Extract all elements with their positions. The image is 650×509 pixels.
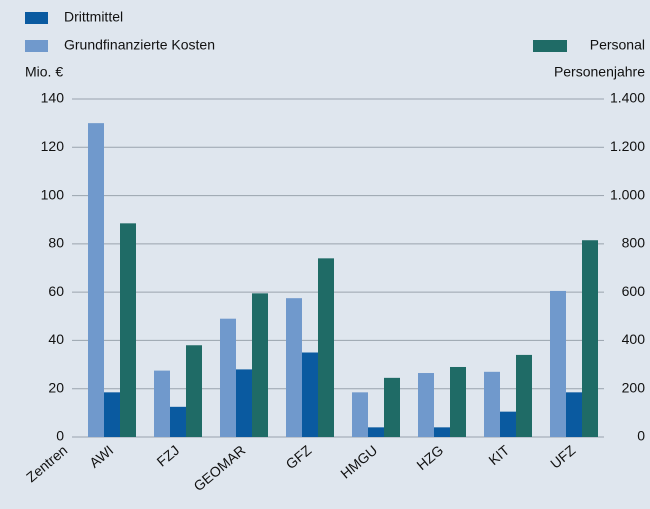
bar [186, 345, 202, 437]
bar [120, 223, 136, 437]
y2-tick-label: 600 [622, 283, 646, 299]
y2-tick-label: 1.400 [610, 90, 645, 106]
x-tick-label: UFZ [547, 442, 578, 472]
bar [302, 352, 318, 437]
bar [154, 370, 170, 437]
bar [418, 373, 434, 437]
bar [318, 258, 334, 437]
y-tick-label: 80 [48, 235, 64, 251]
legend-marker [533, 40, 567, 52]
bar [352, 392, 368, 437]
y-tick-label: 100 [41, 186, 65, 202]
legend-label: Personal [590, 37, 645, 53]
bar [384, 377, 400, 437]
y2-tick-label: 1.200 [610, 138, 645, 154]
x-tick-label: HMGU [337, 442, 380, 482]
y2-tick-label: 400 [622, 331, 646, 347]
bar [500, 411, 516, 437]
bar [88, 123, 104, 438]
x-tick-label: AWI [86, 442, 116, 471]
bar [368, 427, 384, 437]
bar [566, 392, 582, 437]
bar [550, 290, 566, 437]
bar [516, 354, 532, 437]
bar [252, 293, 268, 437]
bar [484, 371, 500, 437]
x-tick-label: GEOMAR [190, 442, 248, 494]
bar [286, 298, 302, 437]
bar [236, 369, 252, 437]
y-tick-label: 20 [48, 379, 64, 395]
bar [582, 240, 598, 437]
bar [104, 392, 120, 437]
bar [170, 406, 186, 437]
x-tick-label: FZJ [154, 442, 183, 470]
y-tick-label: 60 [48, 283, 64, 299]
x-tick-label: GFZ [283, 442, 315, 473]
y2-tick-label: 1.000 [610, 186, 645, 202]
x-tick-label: KIT [485, 442, 512, 469]
legend-label: Drittmittel [64, 9, 123, 25]
y2-tick-label: 800 [622, 235, 646, 251]
legend-marker [25, 12, 48, 24]
y-tick-label: 120 [41, 138, 65, 154]
y2-axis-label: Personenjahre [554, 64, 645, 80]
y2-tick-label: 0 [637, 428, 645, 444]
y-tick-label: 40 [48, 331, 64, 347]
legend-marker [25, 40, 48, 52]
bar [434, 427, 450, 437]
y-tick-label: 140 [41, 90, 65, 106]
y-tick-label: 0 [56, 428, 64, 444]
y2-tick-label: 200 [622, 379, 646, 395]
bar [450, 366, 466, 437]
legend-label: Grundfinanzierte Kosten [64, 37, 215, 53]
x-axis-label: Zentren [23, 442, 70, 485]
bar [220, 318, 236, 437]
y-axis-label: Mio. € [25, 64, 63, 80]
x-tick-label: HZG [413, 442, 446, 473]
